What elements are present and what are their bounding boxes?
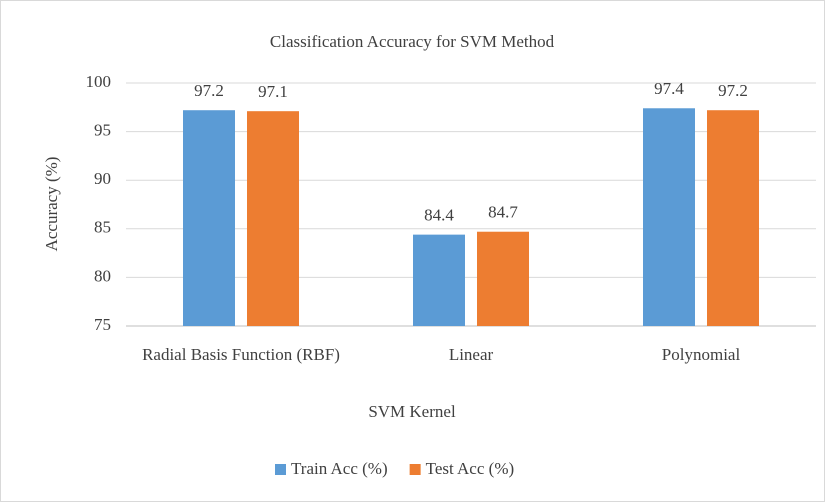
y-tick-label: 75 [94, 315, 111, 334]
data-label: 84.4 [424, 206, 454, 225]
bar [183, 110, 235, 326]
bar [477, 231, 529, 326]
x-axis-title: SVM Kernel [368, 402, 456, 421]
x-tick-label: Linear [448, 345, 494, 364]
data-label: 97.2 [194, 81, 224, 100]
y-tick-label: 100 [86, 72, 112, 91]
x-tick-label: Radial Basis Function (RBF) [142, 345, 340, 364]
legend-swatch [409, 464, 421, 475]
x-tick-label: Polynomial [661, 345, 741, 364]
legend-label: Train Acc (%) [291, 459, 388, 478]
y-tick-label: 90 [94, 169, 111, 188]
bar [247, 111, 299, 326]
data-label: 97.1 [258, 82, 288, 101]
legend-label: Test Acc (%) [426, 459, 515, 478]
bar [643, 108, 695, 326]
chart-title: Classification Accuracy for SVM Method [270, 32, 555, 51]
bar [707, 110, 759, 326]
y-tick-label: 80 [94, 266, 111, 285]
y-tick-label: 95 [94, 121, 111, 140]
data-label: 97.2 [718, 81, 748, 100]
y-tick-label: 85 [94, 218, 111, 237]
bar [413, 234, 465, 326]
data-label: 97.4 [654, 79, 684, 98]
data-label: 84.7 [488, 203, 518, 222]
y-axis-title: Accuracy (%) [42, 157, 61, 252]
legend-swatch [275, 464, 286, 475]
